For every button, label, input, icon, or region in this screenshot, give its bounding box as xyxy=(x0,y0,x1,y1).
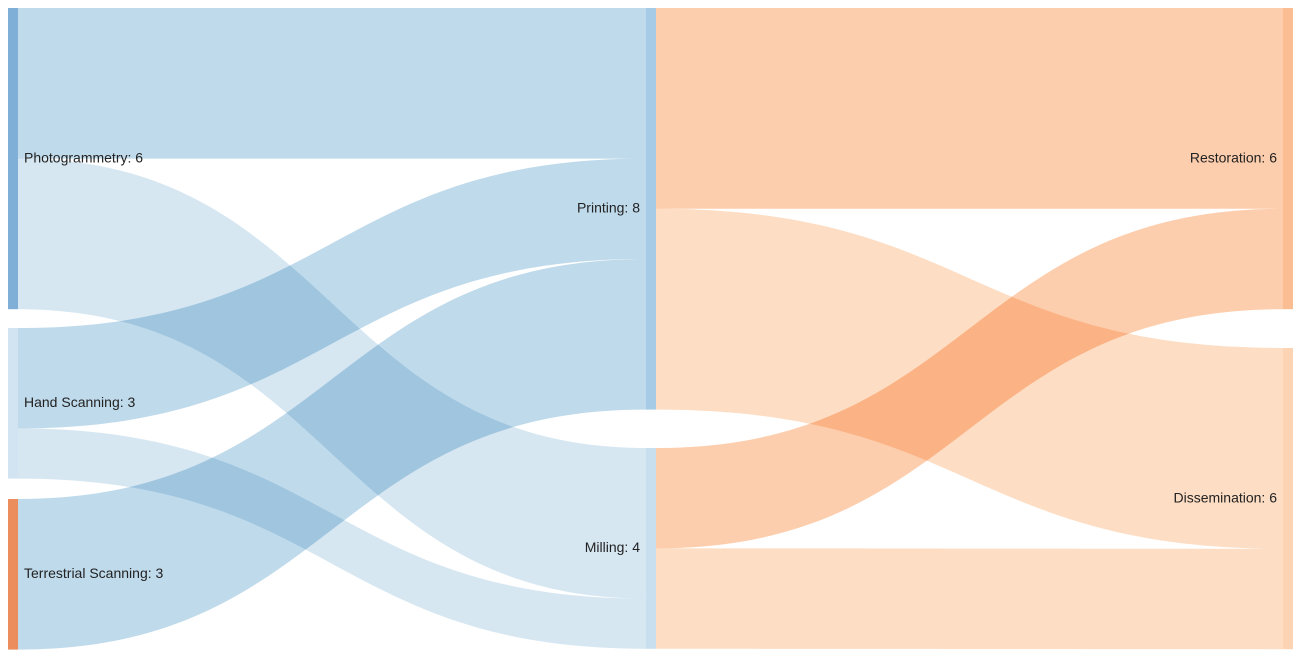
node-label-terrestrial-scanning: Terrestrial Scanning: 3 xyxy=(24,565,164,581)
nodes-group xyxy=(8,8,1293,650)
link-photogrammetry-to-printing[interactable] xyxy=(18,8,646,159)
node-label-dissemination: Dissemination: 6 xyxy=(1174,489,1278,505)
node-milling[interactable] xyxy=(646,448,656,649)
links-group xyxy=(18,8,1283,650)
node-printing[interactable] xyxy=(646,8,656,410)
node-label-printing: Printing: 8 xyxy=(577,200,640,216)
node-label-restoration: Restoration: 6 xyxy=(1190,149,1277,165)
node-label-photogrammetry: Photogrammetry: 6 xyxy=(24,149,143,165)
node-label-milling: Milling: 4 xyxy=(585,539,640,555)
link-milling-to-restoration[interactable] xyxy=(656,208,1283,549)
labels-group: Photogrammetry: 6 Hand Scanning: 3 Terrest… xyxy=(24,149,1277,581)
link-milling-to-dissemination[interactable] xyxy=(656,548,1283,650)
node-terrestrial-scanning[interactable] xyxy=(8,499,18,650)
link-photogrammetry-to-milling[interactable] xyxy=(18,158,646,599)
node-hand-scanning[interactable] xyxy=(8,328,18,479)
link-terrestrial-scanning-to-printing[interactable] xyxy=(18,259,646,650)
link-printing-to-restoration[interactable] xyxy=(656,8,1283,209)
link-hand-scanning-to-printing[interactable] xyxy=(18,158,646,429)
node-label-hand-scanning: Hand Scanning: 3 xyxy=(24,394,136,410)
node-photogrammetry[interactable] xyxy=(8,8,18,310)
node-dissemination[interactable] xyxy=(1283,348,1293,650)
node-restoration[interactable] xyxy=(1283,8,1293,310)
